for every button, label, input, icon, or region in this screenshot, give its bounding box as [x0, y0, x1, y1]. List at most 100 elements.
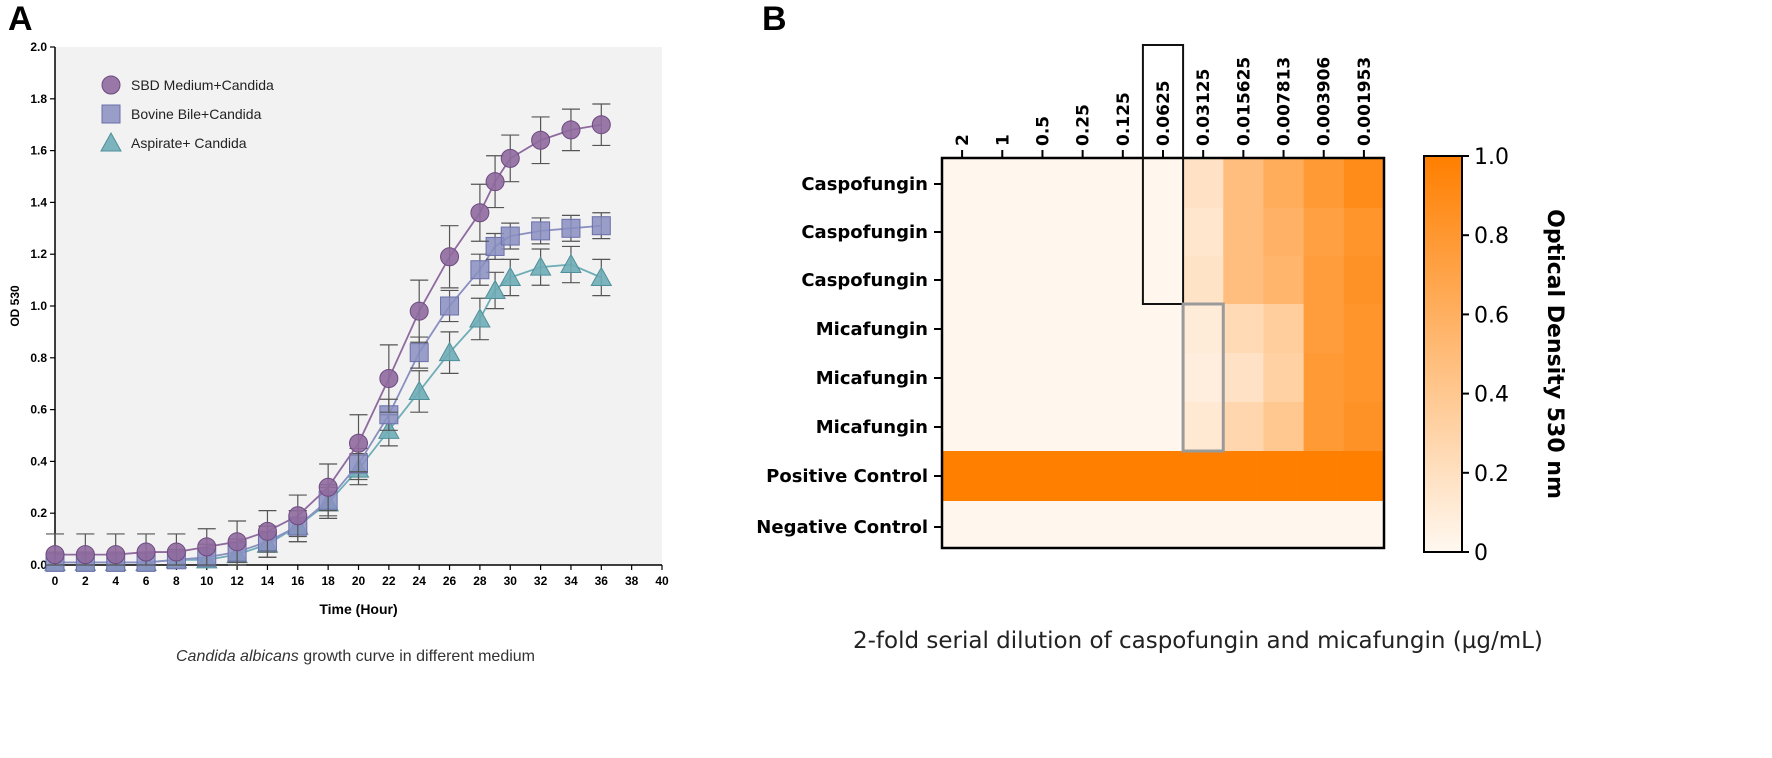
column-label: 2 [953, 134, 973, 146]
heatmap-cell [1263, 304, 1305, 354]
heatmap-cell [1263, 402, 1305, 452]
heatmap-cell [1343, 304, 1385, 354]
x-tick-label: 16 [291, 574, 305, 588]
heatmap-x-label: 2-fold serial dilution of caspofungin an… [853, 628, 1543, 654]
heatmap-cell [982, 353, 1023, 403]
y-tick-label: 2.0 [30, 40, 47, 54]
heatmap-cell [1343, 501, 1385, 549]
data-point [484, 279, 506, 299]
colorbar-tick-label: 0.8 [1474, 224, 1509, 249]
x-tick-label: 36 [595, 574, 609, 588]
data-point [438, 341, 461, 362]
heatmap-cell [1303, 304, 1345, 354]
heatmap-cell [1183, 256, 1224, 305]
column-label: 0.015625 [1234, 57, 1254, 146]
heatmap-cell [1183, 451, 1224, 502]
x-tick-label: 26 [443, 574, 457, 588]
heatmap-cell [1062, 158, 1104, 209]
heatmap-cell [1062, 501, 1104, 549]
y-tick-label: 0.8 [30, 351, 47, 365]
data-point [440, 296, 460, 316]
x-tick-label: 4 [112, 574, 119, 588]
legend-marker [100, 131, 122, 152]
column-label: 0.5 [1033, 116, 1053, 146]
row-label: Micafungin [816, 319, 928, 340]
heatmap-cell [1142, 256, 1184, 305]
data-point [257, 521, 277, 541]
row-label: Caspofungin [801, 270, 928, 291]
caption-text: growth curve in different medium [298, 648, 536, 665]
legend-entry: SBD Medium+Candida [101, 75, 274, 95]
data-point [409, 301, 429, 321]
heatmap-cell [942, 451, 983, 502]
x-tick-label: 40 [655, 574, 669, 588]
heatmap-cell [1183, 501, 1224, 549]
heatmap-cell [1062, 208, 1104, 257]
heatmap-cell [1142, 208, 1184, 257]
data-point [409, 343, 429, 363]
x-axis-title: Time (Hour) [319, 601, 397, 617]
heatmap-cell [942, 158, 983, 209]
colorbar [1423, 155, 1463, 553]
heatmap-cell [1102, 353, 1144, 403]
highlight-box-caspofungin [1141, 44, 1185, 305]
data-point [440, 247, 460, 267]
heatmap-cell [1223, 451, 1265, 502]
x-tick-label: 6 [143, 574, 150, 588]
heatmap-cell [1223, 501, 1265, 549]
heatmap-cell [1102, 158, 1144, 209]
data-point [485, 236, 505, 256]
panel-label-b: B [762, 0, 787, 38]
heatmap-cell [1223, 304, 1265, 354]
heatmap-cell [1022, 451, 1064, 502]
heatmap-cell [1142, 451, 1184, 502]
data-point [560, 253, 582, 274]
heatmap-cell [1062, 256, 1104, 305]
y-tick-label: 0.6 [30, 403, 47, 417]
heatmap-cell [1303, 451, 1345, 502]
heatmap-cell [1102, 208, 1144, 257]
legend-entry: Aspirate+ Candida [100, 131, 247, 152]
heatmap-cell [982, 501, 1023, 549]
heatmap-cell [1343, 208, 1385, 257]
heatmap-cell [1062, 353, 1104, 403]
legend-label: Bovine Bile+Candida [131, 106, 262, 122]
legend-marker [101, 75, 121, 95]
heatmap-cell [1263, 501, 1305, 549]
row-label: Caspofungin [801, 222, 928, 243]
heatmap-cell [1303, 208, 1345, 257]
row-label: Caspofungin [801, 174, 928, 195]
data-point [75, 545, 95, 565]
data-point [349, 433, 368, 453]
heatmap-cell [1183, 304, 1224, 354]
data-point [470, 260, 490, 280]
x-tick-label: 38 [625, 574, 639, 588]
heatmap-cell [1263, 256, 1305, 305]
heatmap-cell [1142, 158, 1184, 209]
heatmap-cell [1343, 451, 1385, 502]
heatmap-cell [1183, 353, 1224, 403]
heatmap-cell [1343, 256, 1385, 305]
y-tick-label: 1.2 [30, 247, 47, 261]
column-label: 0.001953 [1355, 57, 1375, 146]
legend-marker [101, 104, 121, 124]
x-tick-label: 14 [261, 574, 275, 588]
column-label: 0.007813 [1275, 57, 1295, 146]
heatmap-cell [1263, 353, 1305, 403]
column-label: 0.03125 [1194, 69, 1214, 146]
heatmap-cell [1303, 353, 1345, 403]
data-point [591, 216, 611, 236]
data-point [499, 266, 522, 287]
column-label: 0.0625 [1154, 80, 1174, 146]
y-tick-label: 1.4 [30, 195, 47, 209]
heatmap-cell [1223, 256, 1265, 305]
heatmap-cell [1142, 353, 1184, 403]
heatmap-cell [1062, 451, 1104, 502]
heatmap-cell [1022, 208, 1064, 257]
growth-curve-chart: 0.00.20.40.60.81.01.21.41.61.82.00 2 4 6 8 10… [8, 40, 669, 617]
panel-label-a: A [8, 0, 33, 38]
data-point [561, 120, 581, 140]
heatmap-cell [1022, 158, 1064, 209]
heatmap-cell [1303, 256, 1345, 305]
heatmap-cell [1102, 304, 1144, 354]
